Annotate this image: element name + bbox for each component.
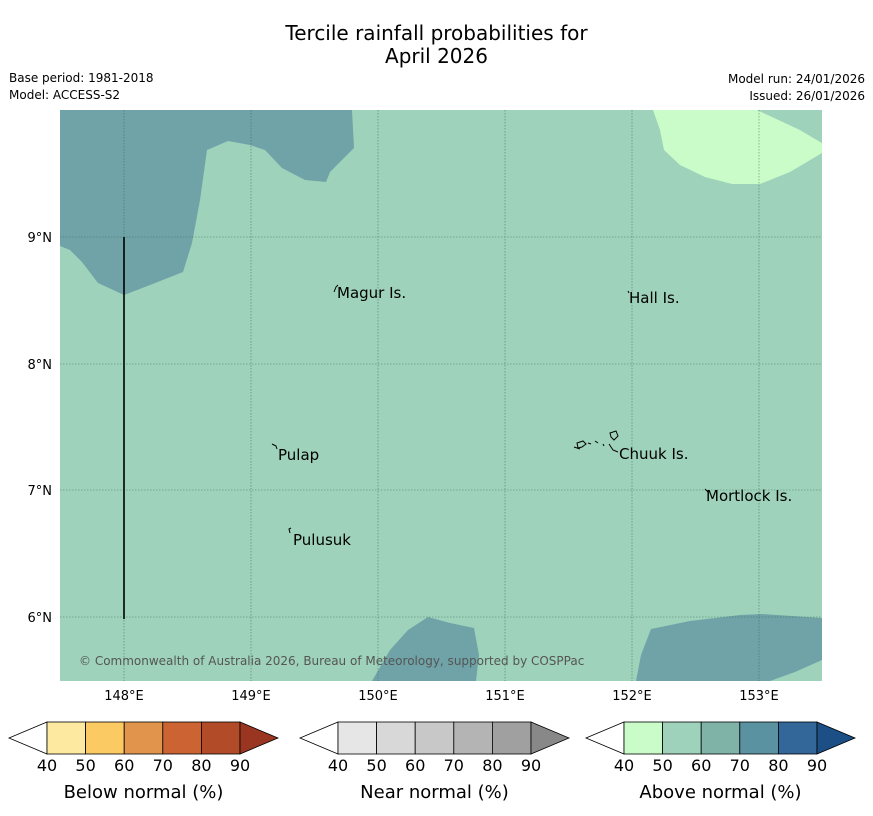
right-metadata: Model run: 24/01/2026 Issued: 26/01/2026 (728, 71, 865, 105)
colorbar-extend-high (530, 721, 571, 755)
place-label-pulusuk: Pulusuk (293, 531, 351, 549)
colorbar-tick-label: 90 (521, 756, 541, 775)
colorbar-segment (337, 721, 377, 755)
colorbar-segment (200, 721, 241, 755)
colorbar-segment (123, 721, 164, 755)
colorbar-segment (376, 721, 416, 755)
x-tick-label: 148°E (104, 689, 144, 704)
x-axis: 148°E 149°E 150°E 151°E 152°E 153°E (104, 689, 779, 704)
colorbar-tick-label: 60 (691, 756, 711, 775)
probability-zone-bottom-right (636, 614, 822, 681)
colorbar-title: Above normal (%) (639, 782, 801, 803)
place-label-hall: Hall Is. (629, 289, 680, 307)
colorbar-segment (700, 721, 741, 755)
colorbar-tick-label: 90 (230, 756, 250, 775)
y-tick-label: 7°N (28, 484, 53, 499)
island-pulap (271, 443, 278, 450)
island-chuuk (573, 430, 619, 453)
colorbar-segment (46, 721, 86, 755)
colorbar-segment (491, 721, 532, 755)
gridlines (60, 110, 822, 681)
map-area[interactable]: Magur Is. Hall Is. Pulap Chuuk Is. Mortl… (60, 110, 822, 681)
colorbar-extend-high (816, 721, 857, 755)
probability-zone-top-left (60, 110, 354, 295)
copyright-notice: © Commonwealth of Australia 2026, Bureau… (79, 654, 584, 668)
y-tick-label: 8°N (28, 358, 53, 373)
colorbar-extend-high (239, 721, 280, 755)
place-label-mortlock: Mortlock Is. (706, 487, 792, 505)
colorbar-tick-label: 50 (652, 756, 672, 775)
island-magur (333, 284, 339, 293)
place-label-chuuk: Chuuk Is. (619, 445, 688, 463)
below-normal-colorbar: 40 50 60 70 80 90 Below normal (%) (7, 721, 280, 803)
y-tick-label: 6°N (28, 611, 53, 626)
x-tick-label: 150°E (358, 689, 398, 704)
colorbar-tick-label: 50 (366, 756, 386, 775)
probability-zone-top-right (653, 110, 822, 184)
colorbar-tick-label: 40 (328, 756, 348, 775)
colorbar-title: Near normal (%) (360, 782, 509, 803)
islands (271, 284, 709, 534)
colorbar-segment (414, 721, 455, 755)
colorbar-tick-label: 80 (768, 756, 788, 775)
colorbar-tick-label: 70 (730, 756, 750, 775)
colorbar-tick-label: 40 (37, 756, 57, 775)
colorbar-tick-label: 40 (614, 756, 634, 775)
y-axis: 9°N 8°N 7°N 6°N (28, 231, 53, 626)
colorbar-segment (623, 721, 663, 755)
colorbar-tick-label: 50 (75, 756, 95, 775)
x-tick-label: 149°E (231, 689, 271, 704)
left-metadata: Base period: 1981-2018 Model: ACCESS-S2 (9, 70, 154, 104)
x-tick-label: 151°E (485, 689, 525, 704)
y-tick-label: 9°N (28, 231, 53, 246)
title-line-1: Tercile rainfall probabilities for (285, 21, 588, 45)
colorbar-extend-low (584, 721, 625, 755)
colorbar-tick-label: 70 (444, 756, 464, 775)
colorbar-extend-low (7, 721, 48, 755)
colorbar-tick-label: 80 (191, 756, 211, 775)
chart-title: Tercile rainfall probabilities for April… (0, 22, 873, 68)
title-line-2: April 2026 (385, 44, 488, 68)
place-label-pulap: Pulap (278, 446, 319, 464)
near-normal-colorbar: 40 50 60 70 80 90 Near normal (%) (298, 721, 571, 803)
colorbar-tick-label: 60 (405, 756, 425, 775)
model-name: Model: ACCESS-S2 (9, 88, 121, 102)
probability-zone-corner (762, 110, 822, 143)
model-run: Model run: 24/01/2026 (727, 72, 865, 86)
colorbar-segment (739, 721, 779, 755)
colorbar-tick-label: 90 (807, 756, 827, 775)
colorbar-tick-label: 60 (114, 756, 134, 775)
colorbar-tick-label: 70 (153, 756, 173, 775)
colorbar-segment (162, 721, 202, 755)
colorbar-segment (662, 721, 702, 755)
colorbar-title: Below normal (%) (64, 782, 224, 803)
colorbar-tick-label: 80 (482, 756, 502, 775)
island-mortlock (704, 488, 709, 493)
colorbar-extend-low (298, 721, 339, 755)
colorbar-segment (85, 721, 125, 755)
island-pulusuk (288, 527, 292, 534)
colorbar-segment (453, 721, 493, 755)
x-tick-label: 153°E (739, 689, 779, 704)
island-hall (627, 290, 630, 294)
x-tick-label: 152°E (612, 689, 652, 704)
place-label-magur: Magur Is. (337, 284, 406, 302)
issued-date: Issued: 26/01/2026 (749, 89, 865, 103)
base-period: Base period: 1981-2018 (9, 71, 154, 85)
above-normal-colorbar: 40 50 60 70 80 90 Above normal (%) (584, 721, 857, 803)
probability-zone-bottom-middle (372, 617, 479, 681)
colorbar-segment (778, 721, 818, 755)
legends: 40 50 60 70 80 90 Below normal (%) 40 50 60 70 80 90… (7, 721, 857, 803)
